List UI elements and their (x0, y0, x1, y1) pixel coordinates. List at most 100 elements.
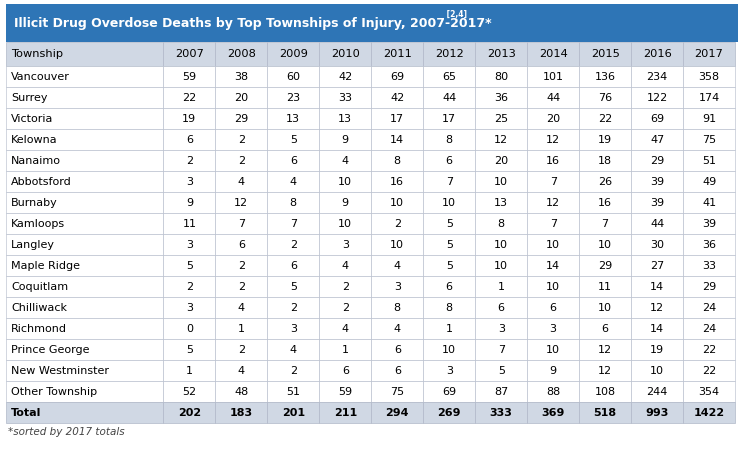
Bar (475, 87, 527, 108)
Bar (527, 87, 579, 108)
Bar (527, 129, 579, 150)
Text: 4: 4 (394, 260, 401, 271)
Text: 211: 211 (333, 408, 357, 418)
Bar (319, 171, 371, 192)
Text: 3: 3 (394, 282, 401, 291)
Text: 36: 36 (702, 240, 716, 249)
Text: 4: 4 (238, 366, 245, 376)
Text: 4: 4 (238, 177, 245, 187)
Bar (631, 360, 683, 381)
Bar (6, 129, 164, 150)
Bar (319, 339, 371, 360)
Text: 26: 26 (598, 177, 612, 187)
Bar (683, 276, 735, 297)
Text: Chilliwack: Chilliwack (11, 302, 67, 313)
Text: 2017: 2017 (695, 49, 723, 59)
Bar (631, 150, 683, 171)
Text: 2007: 2007 (175, 49, 204, 59)
Text: 20: 20 (546, 113, 560, 124)
Text: 19: 19 (598, 135, 612, 144)
Bar (215, 42, 267, 66)
Bar (527, 171, 579, 192)
Text: Surrey: Surrey (11, 93, 48, 102)
Bar (267, 381, 319, 402)
Text: 65: 65 (442, 71, 456, 82)
Text: 4: 4 (341, 324, 349, 333)
Bar (423, 255, 475, 276)
Text: 59: 59 (339, 386, 353, 396)
Bar (267, 255, 319, 276)
Text: Kamloops: Kamloops (11, 219, 65, 229)
Bar (475, 150, 527, 171)
Text: 3: 3 (186, 302, 193, 313)
Bar (631, 87, 683, 108)
Bar (423, 381, 475, 402)
Bar (475, 192, 527, 213)
Text: 12: 12 (494, 135, 508, 144)
Text: 2: 2 (238, 135, 245, 144)
Text: 8: 8 (394, 155, 401, 165)
Bar (527, 276, 579, 297)
Text: 87: 87 (494, 386, 508, 396)
Text: 2014: 2014 (539, 49, 568, 59)
Text: Maple Ridge: Maple Ridge (11, 260, 80, 271)
Bar (6, 213, 164, 234)
Bar (267, 318, 319, 339)
Text: Langley: Langley (11, 240, 55, 249)
Bar (164, 108, 215, 129)
Text: 60: 60 (286, 71, 301, 82)
Text: 13: 13 (286, 113, 301, 124)
Text: 2012: 2012 (434, 49, 464, 59)
Text: 19: 19 (182, 113, 196, 124)
Text: 10: 10 (494, 260, 508, 271)
Bar (475, 66, 527, 87)
Bar (6, 192, 164, 213)
Text: 136: 136 (594, 71, 615, 82)
Bar (631, 66, 683, 87)
Bar (475, 360, 527, 381)
Bar (631, 339, 683, 360)
Bar (267, 339, 319, 360)
Text: 5: 5 (290, 135, 297, 144)
Text: 2011: 2011 (383, 49, 411, 59)
Text: 23: 23 (286, 93, 301, 102)
Bar (371, 66, 423, 87)
Bar (683, 339, 735, 360)
Bar (683, 360, 735, 381)
Bar (423, 129, 475, 150)
Bar (579, 87, 631, 108)
Text: 8: 8 (446, 135, 453, 144)
Text: *sorted by 2017 totals: *sorted by 2017 totals (8, 427, 125, 437)
Text: 16: 16 (391, 177, 404, 187)
Text: 51: 51 (702, 155, 716, 165)
Bar (267, 87, 319, 108)
Text: 7: 7 (602, 219, 609, 229)
Text: 234: 234 (647, 71, 667, 82)
Text: 9: 9 (341, 197, 349, 207)
Bar (6, 276, 164, 297)
Bar (423, 402, 475, 423)
Bar (683, 129, 735, 150)
Bar (6, 318, 164, 339)
Bar (579, 150, 631, 171)
Bar (371, 255, 423, 276)
Bar (527, 297, 579, 318)
Bar (319, 255, 371, 276)
Text: Abbotsford: Abbotsford (11, 177, 71, 187)
Bar (423, 360, 475, 381)
Bar (631, 192, 683, 213)
Text: 4: 4 (289, 344, 297, 355)
Bar (215, 276, 267, 297)
Text: 10: 10 (391, 197, 404, 207)
Text: 7: 7 (550, 219, 557, 229)
Text: 6: 6 (341, 366, 349, 376)
Text: 47: 47 (650, 135, 664, 144)
Bar (267, 66, 319, 87)
Bar (475, 234, 527, 255)
Bar (475, 129, 527, 150)
Bar (423, 150, 475, 171)
Bar (215, 402, 267, 423)
Text: 2: 2 (341, 302, 349, 313)
Bar (6, 108, 164, 129)
Bar (215, 129, 267, 150)
